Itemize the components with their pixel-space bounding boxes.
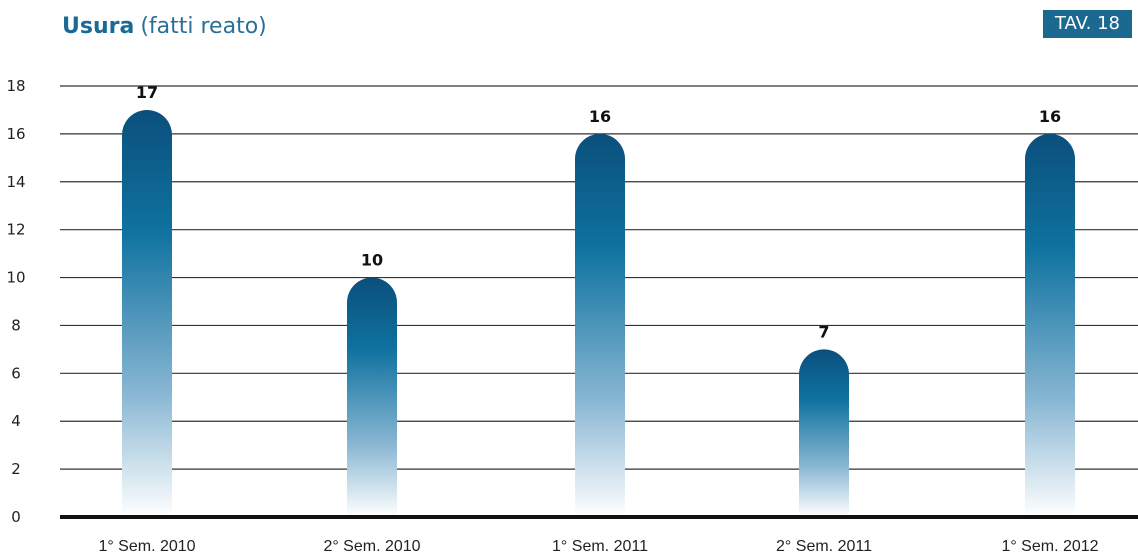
data-label: 7 — [818, 322, 829, 341]
y-tick-label: 14 — [6, 173, 25, 191]
bar — [575, 133, 625, 518]
y-tick-label: 8 — [11, 316, 21, 334]
bar — [1025, 133, 1075, 518]
bars — [122, 109, 1075, 518]
bar — [799, 349, 849, 517]
y-tick-label: 10 — [6, 269, 25, 287]
bar — [347, 277, 397, 517]
y-tick-label: 6 — [11, 364, 21, 382]
y-tick-label: 16 — [6, 125, 25, 143]
x-axis-labels: 1° Sem. 2010 2° Sem. 2010 1° Sem. 2011 2° S… — [98, 538, 1098, 555]
x-tick-label: 2° Sem. 2011 — [776, 538, 872, 555]
y-axis-ticks: 0 2 4 6 8 10 12 14 16 18 — [6, 77, 25, 526]
chart-title-main: Usura — [62, 14, 135, 39]
data-label: 10 — [361, 251, 383, 270]
y-tick-label: 4 — [11, 412, 21, 430]
x-tick-label: 2° Sem. 2010 — [323, 538, 420, 555]
y-tick-label: 2 — [11, 460, 21, 478]
data-labels: 17 10 16 7 16 — [136, 83, 1061, 341]
x-tick-label: 1° Sem. 2012 — [1001, 538, 1098, 555]
y-tick-label: 18 — [6, 77, 25, 95]
x-tick-label: 1° Sem. 2011 — [552, 538, 648, 555]
y-tick-label: 0 — [11, 508, 21, 526]
chart-title: Usura (fatti reato) — [62, 14, 267, 39]
x-tick-label: 1° Sem. 2010 — [98, 538, 195, 555]
data-label: 17 — [136, 83, 158, 102]
data-label: 16 — [589, 107, 611, 126]
chart-subtitle: (fatti reato) — [140, 14, 267, 39]
data-label: 16 — [1039, 107, 1061, 126]
y-tick-label: 12 — [6, 221, 25, 239]
table-number-badge: TAV. 18 — [1042, 10, 1132, 38]
bar — [122, 109, 172, 517]
